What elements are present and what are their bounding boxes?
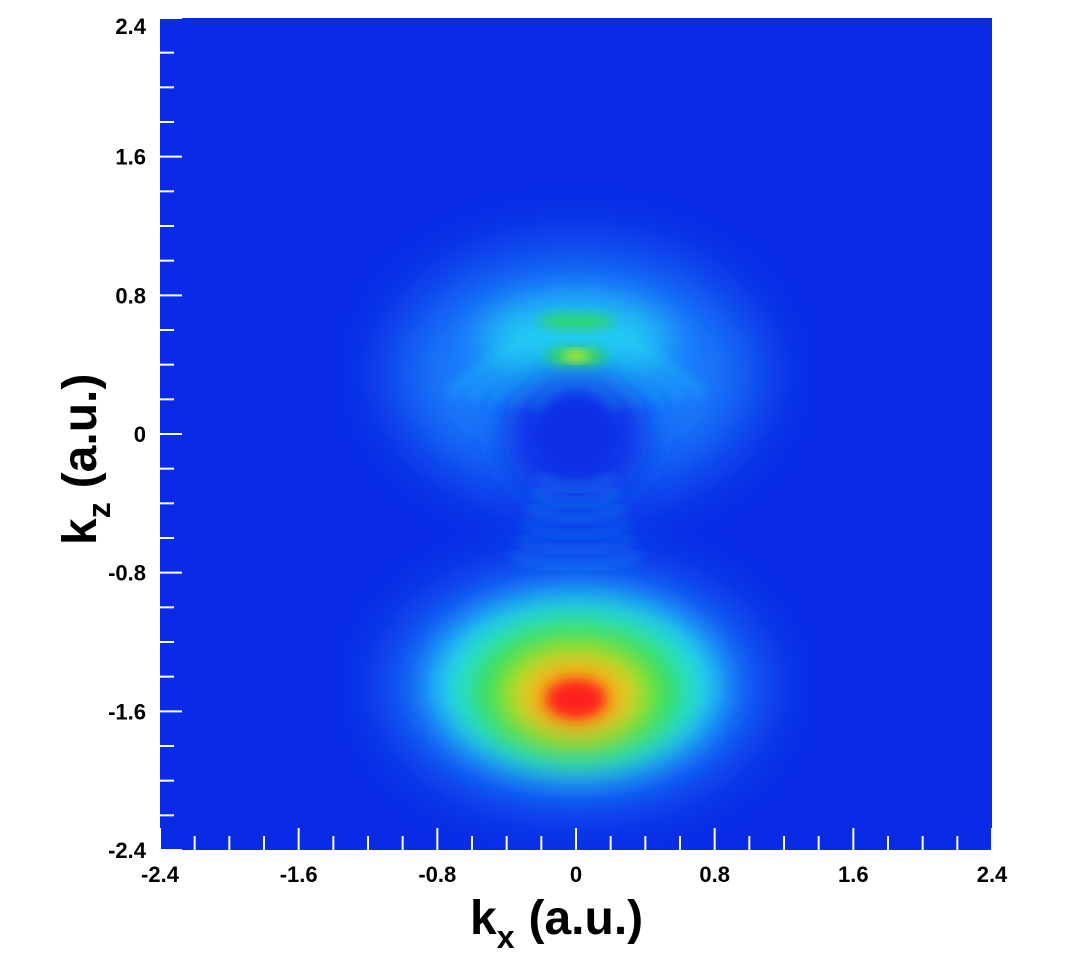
main-lobe-core [546,680,606,719]
center-void [503,368,649,500]
upper-spot [562,351,590,361]
y-tick-label: 1.6 [115,145,146,170]
y-tick-label: -0.8 [108,561,146,586]
interference-ring [511,553,641,568]
heatmap-layers [394,252,758,798]
interference-ring [516,537,636,553]
x-axis-title: kx (a.u.) [470,892,643,955]
y-tick-label: -2.4 [108,838,147,863]
y-tick-label: -1.6 [108,699,146,724]
y-tick-label: 2.4 [115,14,146,39]
interference-ring [536,475,616,490]
interference-ring [510,370,642,407]
y-tick-label: 0 [134,422,146,447]
x-tick-label: -0.8 [418,862,456,887]
x-tick-label: 1.6 [838,862,869,887]
ring-band [537,314,615,329]
x-tick-label: -2.4 [141,862,180,887]
x-axis-ticks: -2.4 -1.6 -0.8 0 0.8 1.6 2.4 [141,828,1008,887]
y-axis-title: kz(a.u.) [54,374,117,545]
x-tick-label: -1.6 [280,862,318,887]
heatmap-area [160,18,992,850]
x-tick-label: 0.8 [699,862,730,887]
interference-ring [521,522,631,537]
interference-ring [526,506,626,521]
interference-ring [447,332,705,396]
interference-ring [531,491,621,506]
y-axis-ticks: 2.4 1.6 0.8 0 -0.8 -1.6 -2.4 [108,14,182,863]
y-tick-label: 0.8 [115,283,146,308]
x-tick-label: 2.4 [977,862,1008,887]
upper-halo-inner [480,295,672,382]
interference-ring [530,382,622,410]
x-tick-label: 0 [570,862,582,887]
